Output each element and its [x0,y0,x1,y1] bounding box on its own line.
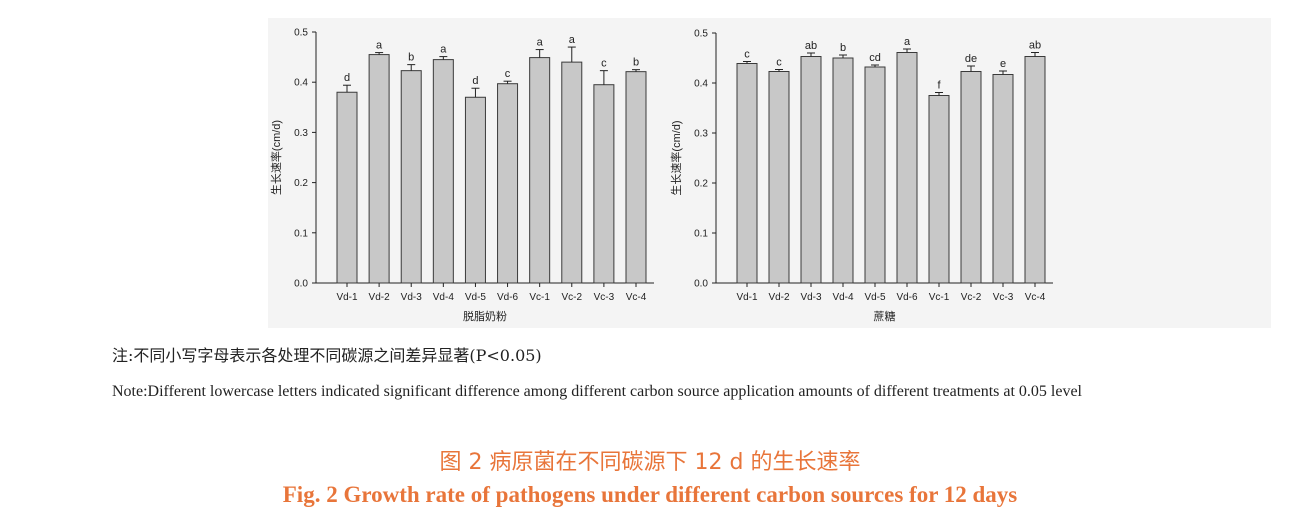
chart2-bar [736,63,758,284]
caption-chinese: 图 2 病原菌在不同碳源下 12 d 的生长速率 [439,450,861,475]
chart2-significance-letter: e [1000,58,1006,70]
chart2-significance-letter: c [776,57,782,69]
chart1-bar [432,59,454,284]
chart1-significance-letter: a [569,34,576,46]
chart2-bar [896,52,918,284]
chart2-x-tick-label: Vc-2 [961,292,982,303]
chart2-x-tick-label: Vd-2 [768,292,790,303]
chart1-x-tick-label: Vd-5 [465,292,487,303]
chart2-x-tick-label: Vc-3 [993,292,1014,303]
chart1-bar [593,84,615,284]
chart2-x-tick-label: Vd-1 [736,292,758,303]
chart2-significance-letter: a [904,36,911,48]
chart2-x-tick-label: Vd-3 [800,292,822,303]
chart2-y-tick-label: 0.1 [694,229,708,240]
chart1-significance-letter: c [601,58,607,70]
chart1-significance-letter: a [376,40,383,52]
chart1-y-tick-label: 0.4 [294,78,308,89]
chart2-bar [832,57,854,284]
chart2-x-tick-label: Vc-1 [929,292,950,303]
chart1-x-tick-label: Vc-4 [626,292,647,303]
chart1-significance-letter: a [440,44,447,56]
chart1-y-axis-label: 生长速率(cm/d) [269,120,283,195]
chart2-x-tick-label: Vd-5 [864,292,886,303]
chart1-y-tick-label: 0.3 [294,128,308,139]
chart2-significance-letter: ab [805,40,817,52]
chart1-bar [529,57,551,284]
chart1-x-tick-label: Vd-3 [401,292,423,303]
chart2-significance-letter: f [937,80,941,92]
chart1-significance-letter: b [633,57,639,69]
chart2-bar [800,56,822,284]
chart1-significance-letter: b [408,52,414,64]
chart1-bar [400,70,422,284]
caption-english: Fig. 2 Growth rate of pathogens under di… [282,482,1018,507]
chart1-bar [464,96,486,284]
chart1-significance-letter: a [537,37,544,49]
chart2-x-tick-label: Vc-4 [1025,292,1046,303]
chart2-x-tick-label: Vd-6 [896,292,918,303]
chart2-bar [960,71,982,284]
chart2-x-tick-label: Vd-4 [832,292,854,303]
chart2-significance-letter: c [744,49,750,61]
chart2-significance-letter: ab [1029,40,1041,52]
chart1-x-tick-label: Vd-6 [497,292,519,303]
chart1-bar [497,83,519,284]
chart1-bar [368,54,390,284]
chart1-x-tick-label: Vd-2 [369,292,391,303]
chart2-significance-letter: cd [869,52,881,64]
chart1-bar [336,91,358,284]
chart2-x-axis-label: 蔗糖 [874,309,896,323]
chart1-x-tick-label: Vc-3 [594,292,615,303]
chart1-significance-letter: d [472,75,478,87]
chart2-bar [928,95,950,284]
chart2-y-tick-label: 0.2 [694,179,708,190]
chart2-bar [1024,56,1046,284]
chart1-bar [625,71,647,284]
chart2-bar [992,74,1014,284]
chart1-significance-letter: d [344,72,350,84]
chart2-y-tick-label: 0.4 [694,79,708,90]
note-chinese: 注:不同小写字母表示各处理不同碳源之间差异显著(P<0.05) [112,346,542,365]
chart2-significance-letter: de [965,53,977,65]
chart2-significance-letter: b [840,42,846,54]
figure-charts: 0.0 0.1 0.2 0.3 0.4 0.5 生长速率(cm/d) 脱脂奶粉 d Vd-1 a Vd… [268,18,1271,328]
chart2-y-tick-label: 0.3 [694,129,708,140]
chart1-significance-letter: c [505,68,511,80]
chart2-bar [864,66,886,284]
chart1-y-tick-label: 0.1 [294,228,308,239]
chart1-y-tick-label: 0.0 [294,279,308,290]
chart2-y-tick-label: 0.5 [694,29,708,40]
chart2-bar [768,71,790,284]
chart1-x-tick-label: Vd-1 [336,292,358,303]
chart1-x-axis-label: 脱脂奶粉 [463,309,507,323]
chart1-y-tick-label: 0.5 [294,28,308,39]
chart1-x-tick-label: Vd-4 [433,292,455,303]
note-english: Note:Different lowercase letters indicat… [112,383,1082,400]
chart2-y-tick-label: 0.0 [694,279,708,290]
chart2-y-axis-label: 生长速率(cm/d) [669,120,683,195]
chart1-y-tick-label: 0.2 [294,178,308,189]
chart1-x-tick-label: Vc-2 [561,292,582,303]
chart1-bar [561,61,583,284]
chart1-x-tick-label: Vc-1 [529,292,550,303]
